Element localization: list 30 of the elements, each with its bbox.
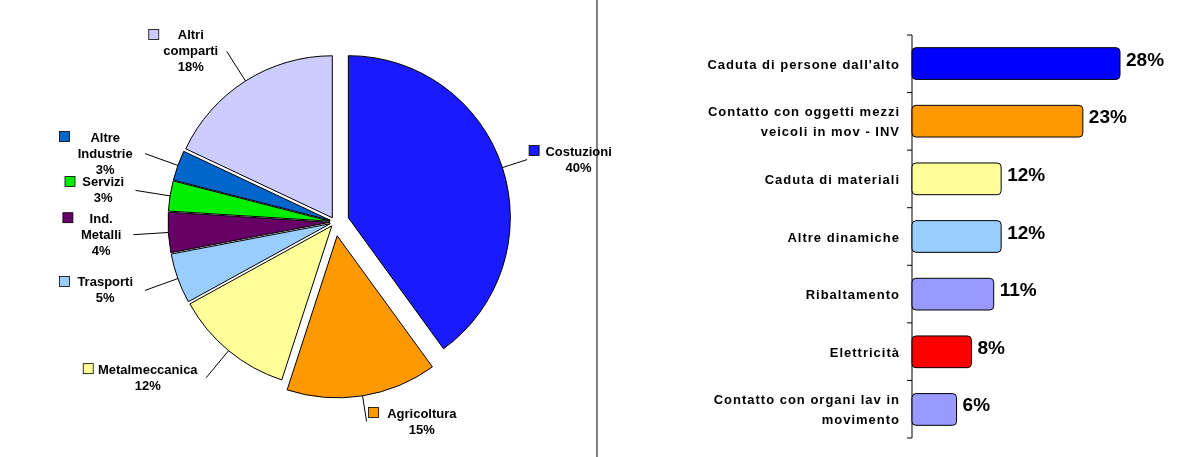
data-label: 18% (177, 59, 205, 75)
data-label: 5% (95, 290, 116, 306)
legend-label: Metalmeccanica (97, 361, 199, 377)
data-label: 3% (95, 161, 116, 177)
y-tick-label: Caduta di persone dall'alto (707, 56, 900, 72)
y-tick-label: Ribaltamento (805, 287, 900, 303)
legend-label: Ind. Metalli (80, 210, 122, 242)
data-label: 23% (1088, 106, 1127, 128)
data-label: 8% (977, 336, 1005, 358)
legend-label: Costuzioni (545, 143, 612, 159)
data-label: 40% (565, 159, 593, 175)
data-label: 12% (134, 377, 162, 393)
legend-label: Altri comparti (163, 27, 219, 59)
legend-label: Trasporti (77, 274, 133, 290)
data-label: 4% (91, 242, 111, 258)
data-label: 3% (93, 190, 114, 206)
y-tick-label: Altre dinamiche (787, 229, 900, 245)
legend-label: Servizi (82, 174, 125, 190)
data-label: 12% (1007, 163, 1046, 185)
legend-label: Agricoltura (387, 405, 458, 421)
data-label: 12% (1007, 221, 1046, 243)
data-label: 11% (999, 279, 1037, 301)
y-tick-label: Caduta di materiali (764, 171, 900, 187)
y-tick-label: Contatto con organi lav in movimento (713, 392, 900, 428)
legend-label: Altre Industrie (77, 129, 133, 161)
data-label: 28% (1126, 48, 1165, 70)
y-tick-label: Contatto con oggetti mezzi veicoli in mov - INV (707, 104, 900, 140)
y-tick-label: Elettricità (829, 344, 900, 360)
data-label: 15% (408, 421, 436, 437)
data-label: 6% (962, 394, 991, 416)
